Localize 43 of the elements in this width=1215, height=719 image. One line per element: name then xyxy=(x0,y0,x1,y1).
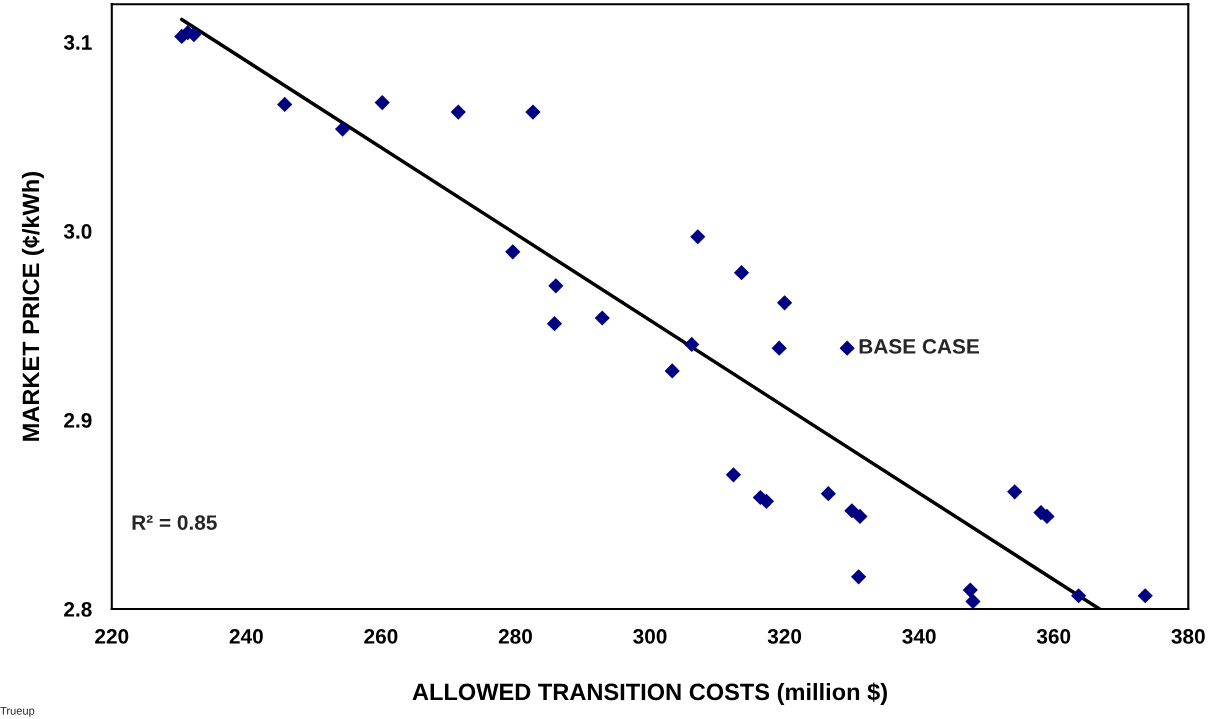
point xyxy=(594,310,610,326)
point xyxy=(546,316,563,332)
x-tick-label: 220 xyxy=(95,628,129,644)
point xyxy=(965,593,981,609)
point xyxy=(839,340,855,356)
x-tick-label: 360 xyxy=(1036,628,1071,644)
point xyxy=(664,363,680,379)
point xyxy=(1137,588,1153,604)
y-tick-label: 3.1 xyxy=(63,35,92,50)
point xyxy=(684,336,700,353)
annotation: R² = 0.85 xyxy=(132,515,217,530)
point xyxy=(525,104,541,120)
point xyxy=(776,295,793,311)
x-tick-label: 280 xyxy=(498,628,532,644)
point xyxy=(1007,484,1023,500)
point xyxy=(850,569,867,585)
point xyxy=(1071,588,1087,604)
point xyxy=(852,508,868,525)
x-tick-label: 340 xyxy=(902,628,936,644)
point xyxy=(725,467,742,483)
point xyxy=(505,244,521,260)
point xyxy=(450,104,466,120)
point xyxy=(277,96,293,113)
y-tick-label: 2.8 xyxy=(64,601,92,617)
point xyxy=(962,582,978,598)
x-tick-label: 240 xyxy=(229,628,263,644)
point xyxy=(771,340,787,356)
point xyxy=(690,229,706,245)
point xyxy=(374,94,390,111)
x-tick-label: 320 xyxy=(767,628,802,644)
x-tick-label: 380 xyxy=(1171,628,1205,644)
x-axis-title: ALLOWED TRANSITION COSTS (million $) xyxy=(412,682,887,705)
text: Trueup xyxy=(0,706,35,717)
y-tick-label: 2.9 xyxy=(64,413,92,428)
x-tick-label: 300 xyxy=(633,628,667,644)
point xyxy=(548,278,564,294)
y-tick-label: 3.0 xyxy=(63,224,92,239)
point xyxy=(334,121,351,137)
point xyxy=(820,486,836,502)
annotation: BASE CASE xyxy=(859,339,980,354)
x-tick-label: 260 xyxy=(364,628,398,644)
point xyxy=(733,265,750,281)
y-axis-title: MARKET PRICE (¢/kWh) xyxy=(21,172,44,441)
